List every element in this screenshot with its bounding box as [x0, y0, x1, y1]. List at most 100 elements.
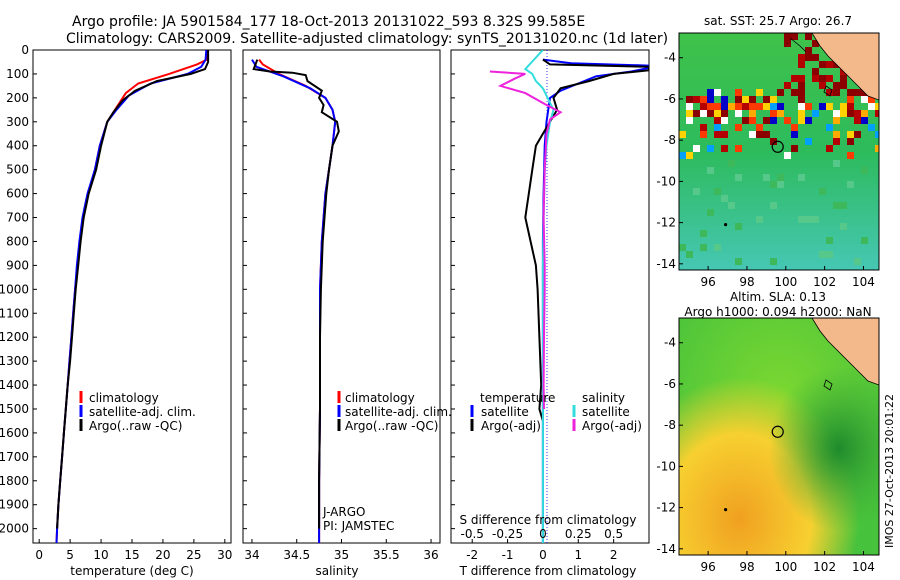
s-difference-ticks: -0.5 -0.25 0 0.25 0.5: [461, 527, 624, 541]
sla-map-axes: 96 98 100 102 104 -4 -6 -8 -10 -12 -14: [656, 336, 875, 574]
y-tick-label: 900: [6, 258, 29, 272]
y-tick-label: 800: [6, 234, 29, 248]
sst-pixel: [777, 103, 784, 110]
y-tick-label: 1600: [0, 426, 29, 440]
sst-pixel: [833, 82, 840, 89]
sst-pixel: [770, 117, 777, 124]
sst-pixel: [714, 188, 721, 195]
sst-pixel: [735, 258, 742, 265]
x-tick-label: -1: [502, 548, 514, 562]
sst-pixel: [700, 96, 707, 103]
difference-panel: -2 -1 0 1 2 S difference from climatology -0…: [450, 49, 650, 578]
x-tick-label: 2: [610, 548, 618, 562]
sst-pixel: [854, 258, 861, 265]
y-tick-label: 1800: [0, 474, 29, 488]
sst-pixel: [875, 103, 879, 110]
figure-subtitle: Climatology: CARS2009. Satellite-adjuste…: [66, 31, 668, 47]
sst-pixel: [700, 230, 707, 237]
sst-pixel: [686, 251, 693, 258]
sst-pixel: [819, 188, 826, 195]
sst-pixel: [756, 103, 763, 110]
sst-pixel: [763, 131, 770, 138]
map-y-tick-label: -12: [656, 216, 676, 230]
sst-pixel: [812, 110, 819, 117]
sla-map-title: Altim. SLA: 0.13: [730, 290, 826, 304]
difference-x-axis: -2 -1 0 1 2: [466, 539, 617, 562]
sst-pixel: [770, 110, 777, 117]
sst-pixel: [686, 96, 693, 103]
map-y-tick-label: -6: [664, 377, 676, 391]
sst-pixel: [721, 96, 728, 103]
y-tick-label: 1700: [0, 450, 29, 464]
sst-pixel: [686, 110, 693, 117]
legend-label-s-satellite: satellite: [582, 405, 630, 419]
x-tick-label: 20: [155, 548, 170, 562]
map-x-tick-label: 100: [774, 560, 797, 574]
sst-map-markers: [724, 140, 784, 227]
y-tick-label: 2000: [0, 522, 29, 536]
sla-map-markers: [724, 425, 784, 512]
sst-pixel: [826, 89, 833, 96]
y-tick-label: 100: [6, 67, 29, 81]
sst-pixel: [749, 110, 756, 117]
sst-pixel: [826, 103, 833, 110]
map-x-tick-label: 96: [700, 560, 715, 574]
sst-pixel: [847, 110, 854, 117]
sst-pixel: [770, 258, 777, 265]
map-x-tick-label: 104: [852, 275, 875, 289]
sst-pixel: [861, 110, 868, 117]
sst-pixel: [805, 117, 812, 124]
sst-pixel: [693, 145, 700, 152]
sst-pixel: [735, 145, 742, 152]
series-line-argo-raw-qc-: [56, 50, 210, 529]
sst-pixel: [686, 103, 693, 110]
sst-pixel: [735, 103, 742, 110]
sst-pixel: [840, 103, 847, 110]
sst-pixel: [798, 96, 805, 103]
sst-map-frame: [678, 32, 880, 271]
sst-pixel: [798, 117, 805, 124]
x-tick-label: 30: [217, 548, 232, 562]
argo-position-marker: [771, 140, 784, 153]
sst-pixel: [714, 117, 721, 124]
sst-pixel: [791, 131, 798, 138]
map-x-tick-label: 100: [774, 275, 797, 289]
sst-pixel: [875, 110, 879, 117]
x-tick-label: 5: [66, 548, 74, 562]
previous-position-marker: [724, 508, 728, 512]
sst-pixel: [770, 202, 777, 209]
sst-pixel: [847, 103, 854, 110]
difference-lines: [489, 50, 649, 543]
difference-axes-frame: [450, 49, 650, 544]
x-tick-label: 35.5: [373, 548, 400, 562]
x-tick-label: 25: [186, 548, 201, 562]
map-y-tick-label: -6: [664, 92, 676, 106]
sst-pixel: [847, 96, 854, 103]
y-tick-label: 1400: [0, 378, 29, 392]
sst-pixel: [735, 110, 742, 117]
previous-position-marker: [724, 223, 728, 227]
program-label: J-ARGO: [322, 505, 365, 519]
sst-pixel: [721, 103, 728, 110]
map-x-tick-label: 104: [852, 560, 875, 574]
sst-pixel: [763, 174, 770, 181]
temperature-x-axis: 0 5 10 15 20 25 30: [35, 539, 232, 562]
difference-legend: temperature satellite Argo(-adj) salinit…: [470, 391, 642, 433]
sst-pixel: [714, 110, 721, 117]
sst-pixel: [749, 131, 756, 138]
sst-pixel: [826, 145, 833, 152]
sst-pixel: [777, 89, 784, 96]
sst-pixel: [721, 131, 728, 138]
argo-position-marker: [771, 425, 784, 438]
sst-pixel: [840, 75, 847, 82]
sst-pixel: [868, 96, 875, 103]
sla-map: Altim. SLA: 0.13 Argo h1000: 0.094 h2000…: [656, 290, 880, 574]
sst-pixel: [798, 216, 805, 223]
series-line-argo-raw-qc-: [252, 59, 340, 529]
sst-map-title: sat. SST: 25.7 Argo: 26.7: [704, 14, 852, 28]
y-tick-label: 1500: [0, 402, 29, 416]
sst-pixel: [854, 110, 861, 117]
map-y-tick-label: -14: [656, 542, 676, 556]
sst-pixel: [721, 117, 728, 124]
x-tick-label: 10: [93, 548, 108, 562]
